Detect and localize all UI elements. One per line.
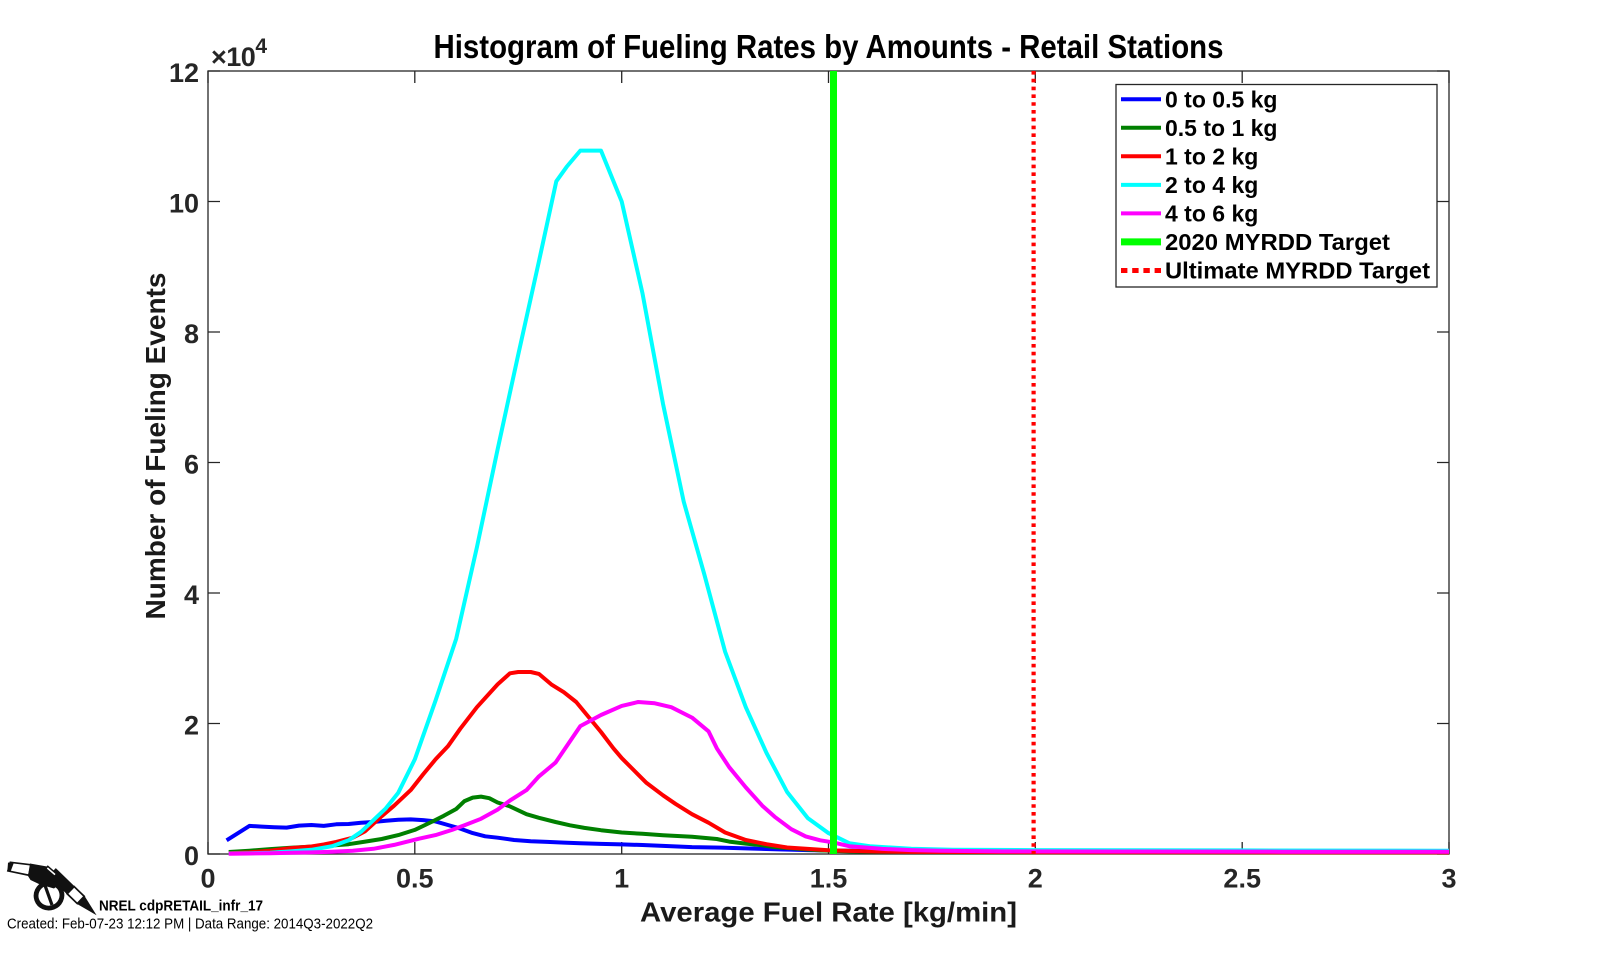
svg-text:2: 2 <box>184 711 199 741</box>
svg-text:0 to 0.5 kg: 0 to 0.5 kg <box>1165 86 1277 112</box>
svg-text:4 to 6 kg: 4 to 6 kg <box>1165 201 1258 227</box>
svg-text:2: 2 <box>1028 864 1043 894</box>
svg-text:0: 0 <box>200 864 215 894</box>
svg-text:6: 6 <box>184 450 199 480</box>
svg-text:Number of Fueling Events: Number of Fueling Events <box>140 273 171 620</box>
svg-text:2020 MYRDD Target: 2020 MYRDD Target <box>1165 229 1390 255</box>
svg-text:3: 3 <box>1441 864 1456 894</box>
svg-text:Ultimate MYRDD Target: Ultimate MYRDD Target <box>1165 258 1430 284</box>
svg-text:Created: Feb-07-23 12:12 PM |: Created: Feb-07-23 12:12 PM | Data Range… <box>7 916 373 933</box>
svg-text:10: 10 <box>169 189 199 219</box>
svg-text:2.5: 2.5 <box>1223 864 1261 894</box>
svg-text:1 to 2 kg: 1 to 2 kg <box>1165 144 1258 170</box>
svg-text:NREL cdpRETAIL_infr_17: NREL cdpRETAIL_infr_17 <box>99 898 263 915</box>
svg-text:Histogram of Fueling Rates by: Histogram of Fueling Rates by Amounts - … <box>434 28 1224 65</box>
svg-text:2 to 4 kg: 2 to 4 kg <box>1165 172 1258 198</box>
svg-text:0.5 to 1 kg: 0.5 to 1 kg <box>1165 115 1277 141</box>
svg-text:×104: ×104 <box>211 35 267 72</box>
svg-text:0: 0 <box>184 841 199 871</box>
svg-text:12: 12 <box>169 58 199 88</box>
svg-text:0.5: 0.5 <box>396 864 434 894</box>
svg-text:1: 1 <box>614 864 629 894</box>
svg-text:Average Fuel Rate [kg/min]: Average Fuel Rate [kg/min] <box>640 897 1017 928</box>
svg-text:1.5: 1.5 <box>810 864 848 894</box>
svg-text:8: 8 <box>184 319 199 349</box>
svg-text:4: 4 <box>184 580 199 610</box>
